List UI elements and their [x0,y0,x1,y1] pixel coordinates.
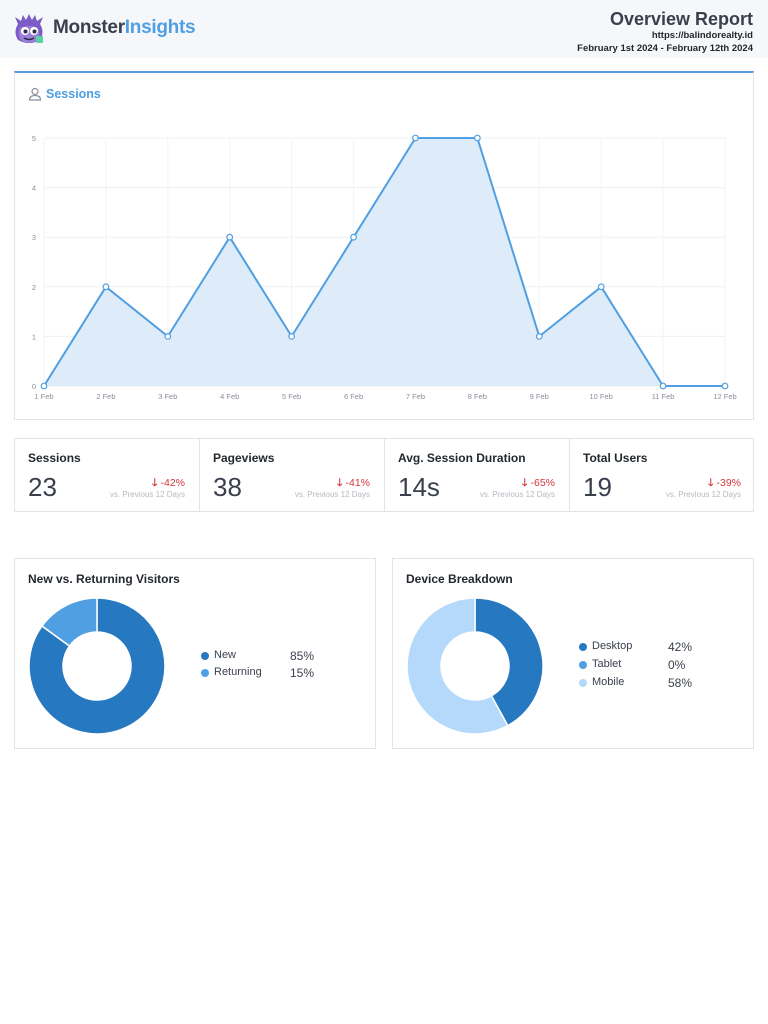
logo-monster: Monster [53,17,125,38]
legend-value: 42% [668,640,693,654]
x-tick-label: 5 Feb [282,392,301,401]
logo-wordmark: MonsterInsights [53,17,196,39]
legend-value: 85% [290,649,315,663]
person-icon [28,87,42,101]
legend-label: Mobile [592,676,625,688]
stat-compare: vs. Previous 12 Days [109,490,185,499]
stat-change-value: -39% [716,477,741,489]
y-tick-label: 5 [32,134,36,143]
new-vs-returning-panel: New vs. Returning Visitors New 85% Retur… [14,558,376,749]
stat-pageviews: Pageviews 38 🡓 -41% vs. Previous 12 Days [200,439,385,511]
legend-dot [201,669,209,677]
stat-change: 🡓 -42% [152,475,185,493]
stat-sessions: Sessions 23 🡓 -42% vs. Previous 12 Days [15,439,200,511]
chart-grid [43,137,726,387]
sessions-series-line [43,137,725,387]
stat-change-value: -42% [160,477,185,489]
stat-label: Avg. Session Duration [398,451,526,465]
data-point [535,333,543,340]
legend-value: 58% [668,676,693,690]
stat-change: 🡓 -39% [708,475,741,493]
report-url: https://balindorealty.id [651,30,753,41]
stat-change: 🡓 -65% [522,475,555,493]
stat-value: 14s [398,472,440,502]
sessions-chart-title: Sessions [46,87,101,101]
stat-value: 23 [28,472,57,502]
stat-compare: vs. Previous 12 Days [294,490,370,499]
data-point [659,382,667,390]
y-tick-label: 4 [32,184,36,193]
donut-slice-returning [40,597,98,648]
legend-dot [579,643,587,651]
stat-avg-session-duration: Avg. Session Duration 14s 🡓 -65% vs. Prev… [385,439,570,511]
stats-row: Sessions 23 🡓 -42% vs. Previous 12 Days P… [14,438,754,512]
x-tick-label: 7 Feb [406,392,425,401]
x-tick-label: 3 Feb [158,392,177,401]
legend-value: 15% [290,666,315,680]
data-point [412,134,419,142]
y-tick-label: 3 [32,233,36,242]
y-tick-label: 1 [32,332,36,341]
legend-value: 0% [668,658,686,672]
x-tick-label: 8 Feb [468,392,487,401]
down-arrow-icon: 🡓 [152,477,158,489]
data-point [350,233,357,241]
donut-slice-desktop [474,597,544,727]
x-tick-label: 6 Feb [344,392,363,401]
x-tick-label: 1 Feb [34,392,53,401]
stat-label: Sessions [28,451,81,465]
stat-value: 38 [213,472,242,502]
stat-label: Pageviews [213,451,275,465]
data-point [226,233,234,241]
stat-change-value: -65% [530,477,555,489]
visitors-panel-title: New vs. Returning Visitors [28,572,180,586]
legend-label: New [214,649,237,661]
stat-value: 19 [583,472,612,502]
sessions-area-chart: 0 1 2 3 4 5 1 Feb 2 Feb 3 Feb 4 Feb 5 Feb 6 Feb 7 Fe… [32,134,737,401]
stat-compare: vs. Previous 12 Days [479,490,555,499]
device-donut-chart [406,597,544,735]
donut-slice-new [28,597,166,735]
monster-logo-icon [15,14,43,43]
y-tick-label: 2 [32,283,36,292]
stat-change: 🡓 -41% [337,475,370,493]
down-arrow-icon: 🡓 [337,477,343,489]
down-arrow-icon: 🡓 [708,477,714,489]
legend-dot [579,679,587,687]
visitors-donut-chart [28,597,166,735]
report-date-range: February 1st 2024 - February 12th 2024 [577,43,753,54]
device-panel-title: Device Breakdown [406,572,513,586]
sessions-chart-panel: Sessions 0 1 2 3 4 5 1 Feb 2 Feb 3 Feb 4 Feb 5 Feb… [14,71,754,420]
legend-dot [201,652,209,660]
stat-label: Total Users [583,451,648,465]
logo-insights: Insights [124,17,196,38]
data-point [164,333,172,340]
x-tick-label: 4 Feb [220,392,239,401]
device-breakdown-panel: Device Breakdown Desktop 42% Tablet 0% M… [392,558,754,749]
legend-label: Returning [214,666,262,678]
x-tick-label: 12 Feb [713,392,736,401]
legend-label: Desktop [592,640,633,652]
data-point [288,333,296,340]
x-tick-label: 2 Feb [96,392,115,401]
report-header: MonsterInsights Overview Report https://… [0,0,768,58]
x-tick-label: 9 Feb [530,392,549,401]
stat-compare: vs. Previous 12 Days [665,490,741,499]
data-point [597,283,605,291]
stat-change-value: -41% [345,477,370,489]
down-arrow-icon: 🡓 [522,477,528,489]
sessions-area-fill [44,138,725,386]
donut-slice-mobile [406,597,509,735]
report-title: Overview Report [609,9,753,29]
data-point [721,382,729,390]
data-point [473,134,481,142]
legend-dot [579,661,587,669]
data-point [102,283,110,291]
y-tick-label: 0 [32,382,36,391]
data-point [40,382,48,390]
x-tick-label: 10 Feb [590,392,613,401]
stat-total-users: Total Users 19 🡓 -39% vs. Previous 12 Day… [570,439,755,511]
legend-label: Tablet [592,658,622,670]
x-tick-label: 11 Feb [652,392,675,401]
